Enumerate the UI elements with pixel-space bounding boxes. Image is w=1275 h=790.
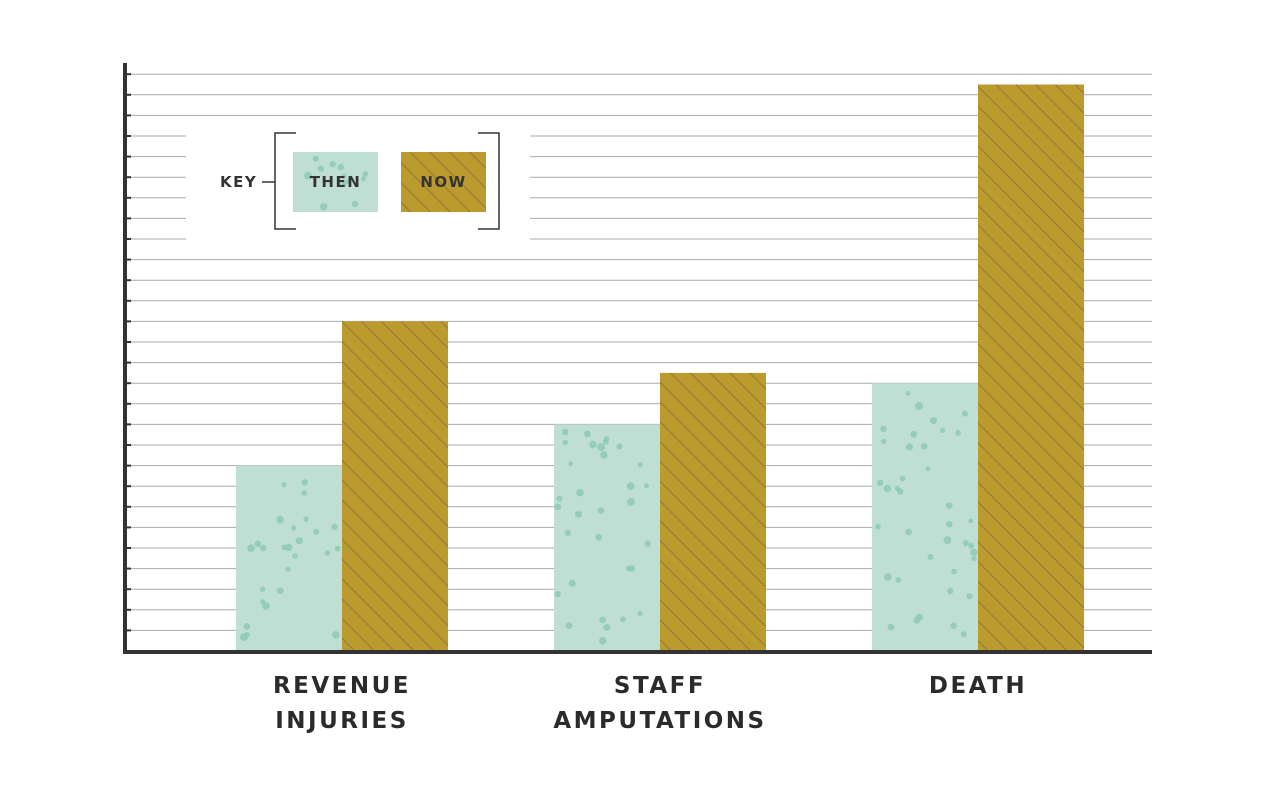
legend-swatch-now [401,152,486,212]
legend: KEY THEN NOW [186,122,530,242]
bar-then-2 [554,424,660,651]
category-labels: REVENUE INJURIES STAFF AMPUTATIONS DEATH [273,673,1027,734]
legend-swatch-then [293,152,378,212]
x-tick-label: INJURIES [275,708,409,734]
x-tick-label: DEATH [929,673,1027,699]
x-tick-label: STAFF [614,673,706,699]
x-tick-label: REVENUE [273,673,411,699]
legend-title: KEY [220,173,257,191]
bar-then-3 [872,383,978,651]
bar-then-1 [236,465,342,651]
legend-label-now: NOW [420,173,466,191]
x-tick-label: AMPUTATIONS [553,708,766,734]
bars [236,84,1084,651]
axes [123,63,1152,654]
bar-now-2 [660,372,766,651]
legend-label-then: THEN [310,173,362,191]
bar-now-1 [342,321,448,651]
bar-now-3 [978,84,1084,651]
